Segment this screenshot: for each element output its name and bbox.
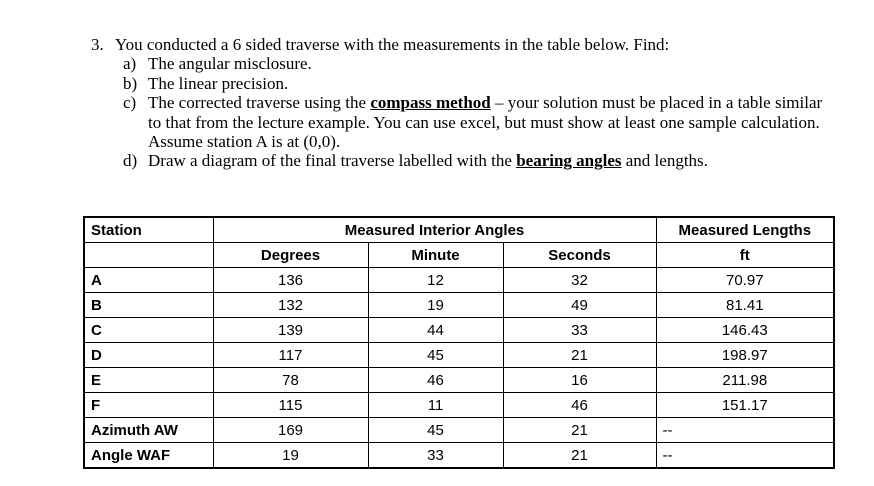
minute-cell: 46 [367, 367, 504, 393]
seconds-cell: 32 [502, 267, 657, 293]
item-marker: d) [123, 151, 138, 171]
question-item-a: a) The angular misclosure. [123, 54, 831, 73]
station-cell: Angle WAF [83, 442, 214, 469]
degrees-cell: 136 [212, 267, 369, 293]
seconds-cell: 49 [502, 292, 657, 318]
table-header-row-1: Station Measured Interior Angles Measure… [83, 216, 835, 243]
item-text-post: and lengths. [621, 151, 708, 171]
table-row-f: F 115 11 46 151.17 [83, 392, 835, 418]
ft-header: ft [655, 242, 835, 268]
length-cell: -- [655, 417, 835, 443]
length-cell: 151.17 [655, 392, 835, 418]
item-text: The angular misclosure. [148, 54, 831, 73]
minute-cell: 45 [367, 342, 504, 368]
degrees-cell: 78 [212, 367, 369, 393]
station-cell: E [83, 367, 214, 393]
item-text-pre: The linear precision. [148, 73, 289, 93]
degrees-cell: 117 [212, 342, 369, 368]
table-row-b: B 132 19 49 81.41 [83, 292, 835, 318]
question-block: 3. You conducted a 6 sided traverse with… [91, 35, 831, 171]
item-text-pre: Draw a diagram of the final traverse lab… [148, 151, 517, 171]
interior-angles-header: Measured Interior Angles [212, 216, 657, 243]
item-marker: b) [123, 73, 138, 93]
minute-cell: 11 [367, 392, 504, 418]
station-header: Station [83, 216, 214, 243]
degrees-cell: 139 [212, 317, 369, 343]
seconds-cell: 16 [502, 367, 657, 393]
seconds-cell: 46 [502, 392, 657, 418]
question-prompt: You conducted a 6 sided traverse with th… [115, 35, 670, 54]
length-cell: -- [655, 442, 835, 469]
station-cell: Azimuth AW [83, 417, 214, 443]
item-text-pre: The corrected traverse using the [148, 93, 371, 113]
question-item-b: b) The linear precision. [123, 74, 831, 93]
degrees-header: Degrees [212, 242, 369, 268]
measured-lengths-header: Measured Lengths [655, 216, 835, 243]
table-row-azimuth-aw: Azimuth AW 169 45 21 -- [83, 417, 835, 443]
table-row-c: C 139 44 33 146.43 [83, 317, 835, 343]
length-cell: 198.97 [655, 342, 835, 368]
minute-cell: 44 [367, 317, 504, 343]
length-cell: 81.41 [655, 292, 835, 318]
degrees-cell: 115 [212, 392, 369, 418]
length-cell: 211.98 [655, 367, 835, 393]
degrees-cell: 169 [212, 417, 369, 443]
seconds-cell: 21 [502, 342, 657, 368]
station-cell: D [83, 342, 214, 368]
station-cell: B [83, 292, 214, 318]
seconds-cell: 33 [502, 317, 657, 343]
seconds-header: Seconds [502, 242, 657, 268]
minute-cell: 45 [367, 417, 504, 443]
table-row-a: A 136 12 32 70.97 [83, 267, 835, 293]
question-number: 3. [91, 35, 104, 54]
table-header-row-2: Degrees Minute Seconds ft [83, 242, 835, 268]
item-marker: a) [123, 54, 137, 74]
station-cell: C [83, 317, 214, 343]
length-cell: 146.43 [655, 317, 835, 343]
minute-cell: 19 [367, 292, 504, 318]
item-text-post: – your solution must be placed in a tabl… [148, 93, 823, 152]
seconds-cell: 21 [502, 442, 657, 469]
minute-cell: 33 [367, 442, 504, 469]
item-emphasis-bearing-angles: bearing angles [516, 151, 622, 171]
degrees-cell: 132 [212, 292, 369, 318]
station-subheader-blank [83, 242, 214, 268]
seconds-cell: 21 [502, 417, 657, 443]
question-item-d: d) Draw a diagram of the final traverse … [123, 151, 831, 170]
station-cell: F [83, 392, 214, 418]
item-text: The linear precision. [148, 74, 831, 93]
question-item-c: c) The corrected traverse using the comp… [123, 93, 831, 151]
measurements-table: Station Measured Interior Angles Measure… [83, 216, 836, 469]
table-row-angle-waf: Angle WAF 19 33 21 -- [83, 442, 835, 469]
item-marker: c) [123, 93, 137, 113]
question-sub-list: a) The angular misclosure. b) The linear… [123, 54, 831, 170]
degrees-cell: 19 [212, 442, 369, 469]
minute-cell: 12 [367, 267, 504, 293]
item-text-pre: The angular misclosure. [148, 54, 312, 74]
length-cell: 70.97 [655, 267, 835, 293]
minute-header: Minute [367, 242, 504, 268]
table-row-d: D 117 45 21 198.97 [83, 342, 835, 368]
item-emphasis-compass-method: compass method [370, 93, 491, 113]
table-row-e: E 78 46 16 211.98 [83, 367, 835, 393]
station-cell: A [83, 267, 214, 293]
item-text: The corrected traverse using the compass… [148, 93, 831, 151]
question-main-line: 3. You conducted a 6 sided traverse with… [91, 35, 831, 54]
item-text: Draw a diagram of the final traverse lab… [148, 151, 831, 170]
